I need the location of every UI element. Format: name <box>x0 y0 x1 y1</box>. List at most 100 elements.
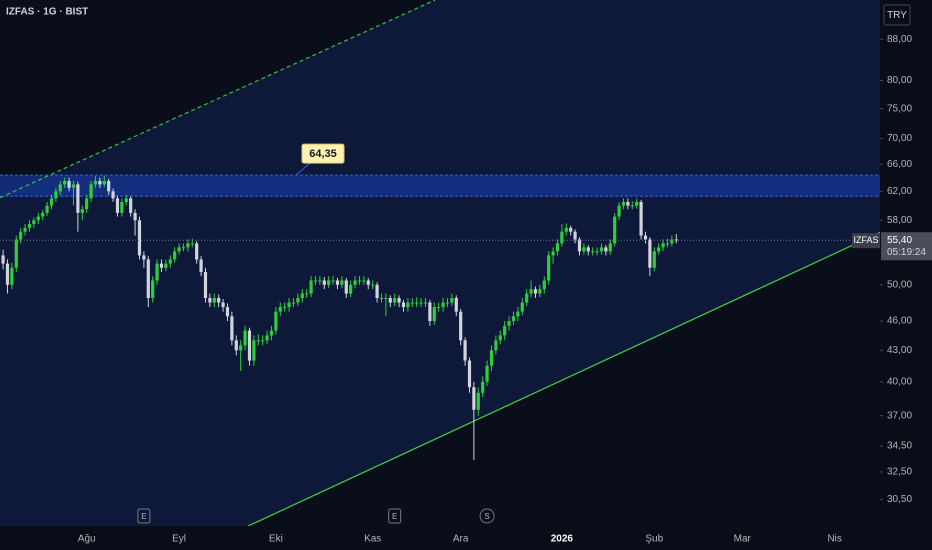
candle-body <box>27 224 32 228</box>
currency[interactable]: TRY <box>887 10 907 21</box>
price-zone <box>0 175 880 197</box>
candle-body <box>591 251 595 253</box>
y-tick-label: 40,00 <box>887 376 912 387</box>
candle-body <box>89 184 93 199</box>
candle-body <box>586 247 590 252</box>
y-tick-label: 66,00 <box>887 159 912 170</box>
candle-body <box>269 330 274 336</box>
candle-body <box>665 243 670 245</box>
candle-body <box>621 201 626 206</box>
y-tick-label: 37,00 <box>887 410 912 421</box>
candle-body <box>516 311 520 317</box>
symbol-tag <box>852 233 880 249</box>
candle-body <box>137 220 142 256</box>
candle-body <box>661 243 665 248</box>
x-tick-label: Kas <box>364 534 381 545</box>
x-tick-label: Mar <box>734 534 752 545</box>
candle-body <box>217 298 221 303</box>
plot-area: 64,35 <box>0 0 881 527</box>
event-label: E <box>392 512 397 521</box>
candle-body <box>252 340 256 361</box>
price-tag <box>881 232 932 261</box>
candle-body <box>630 205 634 207</box>
candle-body <box>467 360 472 388</box>
candle-body <box>503 325 507 336</box>
candle-body <box>529 289 533 294</box>
annotation-label: 64,35 <box>309 148 337 160</box>
event-marker <box>479 508 495 524</box>
candle-body <box>635 201 639 206</box>
y-tick-label: 70,00 <box>887 133 912 144</box>
candle-body <box>397 298 401 303</box>
candle-body <box>67 180 71 188</box>
candle-body <box>19 231 23 240</box>
candle-body <box>335 280 340 285</box>
candle-body <box>225 307 230 317</box>
candle-body <box>124 198 128 202</box>
candle-body <box>181 247 186 249</box>
candle-body <box>305 293 309 295</box>
candle-body <box>85 198 89 210</box>
candle-body <box>542 280 546 290</box>
annotation-box <box>301 143 345 164</box>
candle-body <box>142 255 146 260</box>
candle-body <box>58 184 62 192</box>
candle-body <box>560 231 564 244</box>
candle-body <box>428 302 432 322</box>
candle-body <box>388 298 392 303</box>
currency-box[interactable] <box>883 4 911 26</box>
candle-body <box>133 212 137 221</box>
candle-body <box>410 302 414 304</box>
candle-body <box>525 293 529 303</box>
x-tick-label: Eyl <box>172 534 186 545</box>
candle-body <box>599 247 604 252</box>
candle-body <box>49 198 54 206</box>
candle-body <box>507 321 511 326</box>
candle-body <box>146 259 150 299</box>
candle-body <box>243 330 247 346</box>
candle-body <box>120 201 124 213</box>
candle-body <box>617 205 621 217</box>
x-tick-label: 2026 <box>551 534 574 545</box>
candle-body <box>485 365 489 382</box>
x-tick-label: Ağu <box>78 534 96 545</box>
candle-body <box>459 311 463 341</box>
candle-body <box>76 184 80 213</box>
candle-body <box>463 340 467 361</box>
symbol-label: IZFAS <box>853 235 878 245</box>
y-tick-label: 75,00 <box>887 103 912 114</box>
y-tick-label: 80,00 <box>887 75 912 86</box>
candle-body <box>102 180 106 185</box>
x-tick-label: Nis <box>827 534 841 545</box>
candle-body <box>657 247 661 252</box>
candle-body <box>190 243 194 245</box>
candle-body <box>111 191 115 199</box>
candle-body <box>239 345 243 351</box>
time-axis <box>0 526 880 550</box>
candle-body <box>639 201 643 236</box>
y-tick-label: 62,00 <box>887 186 912 197</box>
countdown: 05:19:24 <box>887 247 926 258</box>
candle-body <box>406 302 410 308</box>
trendline <box>0 0 436 199</box>
candle-body <box>626 201 630 206</box>
candle-body <box>498 335 502 341</box>
candle-body <box>648 239 652 268</box>
candle-body <box>445 302 450 304</box>
candle-body <box>155 263 159 281</box>
candle-body <box>173 251 177 260</box>
y-tick-label: 58,00 <box>887 215 912 226</box>
channel-fill <box>0 0 880 526</box>
candle-body <box>538 289 542 294</box>
candle-body <box>41 212 45 217</box>
candle-body <box>494 340 498 351</box>
candle-body <box>313 280 318 282</box>
price-axis <box>880 0 932 550</box>
candle-body <box>608 243 612 252</box>
x-tick-label: Ara <box>453 534 469 545</box>
candle-body <box>401 302 406 308</box>
candle-body <box>344 280 348 294</box>
y-tick-label: 50,00 <box>887 279 912 290</box>
candle-body <box>14 239 18 268</box>
candle-body <box>476 392 480 410</box>
